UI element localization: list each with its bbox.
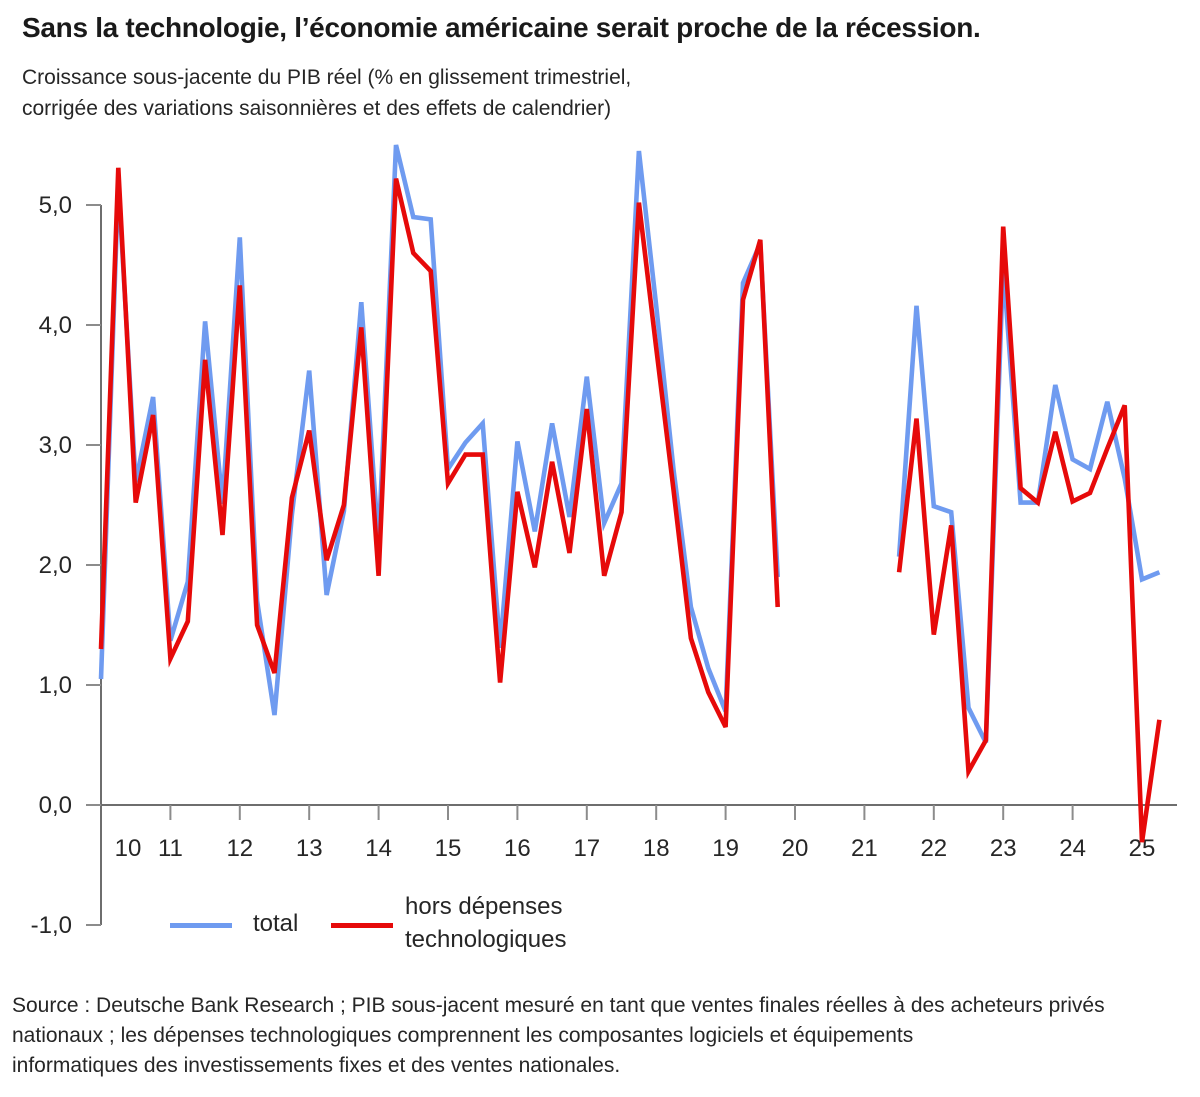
x-tick-label-21: 21 — [851, 835, 878, 862]
x-tick-label-18: 18 — [643, 835, 670, 862]
series-line-total-segment-1 — [98, 144, 780, 716]
source-note: Source : Deutsche Bank Research ; PIB so… — [12, 991, 1105, 1081]
legend-label-ex-tech-line1: hors dépenses — [405, 893, 563, 920]
x-tick-label-12: 12 — [226, 835, 253, 862]
chart-subtitle: Croissance sous-jacente du PIB réel (% e… — [22, 62, 631, 124]
x-tick-label-17: 17 — [573, 835, 600, 862]
legend-label-total: total — [253, 910, 299, 937]
x-tick-label-10: 10 — [115, 835, 142, 862]
x-tick-label-23: 23 — [990, 835, 1017, 862]
legend-label-ex-tech: hors dépenses technologiques — [405, 890, 566, 956]
legend-label-ex-tech-line2: technologiques — [405, 926, 567, 953]
y-tick-label-2,0: 2,0 — [39, 552, 72, 579]
y-tick-label-5,0: 5,0 — [39, 192, 72, 219]
chart-subtitle-line1: Croissance sous-jacente du PIB réel (% e… — [22, 66, 632, 89]
x-tick-label-15: 15 — [435, 835, 462, 862]
source-note-line2: nationaux ; les dépenses technologiques … — [12, 1024, 914, 1047]
series-line-total-segment-2 — [896, 264, 1161, 744]
x-tick-label-16: 16 — [504, 835, 531, 862]
series-line-ex_tech-segment-2 — [896, 226, 1162, 843]
y-tick-label-3,0: 3,0 — [39, 432, 72, 459]
y-tick-label-0,0: 0,0 — [39, 792, 72, 819]
chart-title: Sans la technologie, l’économie américai… — [22, 12, 981, 43]
x-tick-label-11: 11 — [158, 835, 183, 862]
chart-subtitle-line2: corrigée des variations saisonnières et … — [22, 97, 612, 120]
x-tick-label-20: 20 — [782, 835, 809, 862]
x-tick-label-22: 22 — [920, 835, 947, 862]
source-note-line3: informatiques des investissements fixes … — [12, 1054, 621, 1077]
x-tick-label-19: 19 — [712, 835, 739, 862]
line-chart-plot: 5,0 4,0 3,0 2,0 1,0 0,0 -1,0 10 11 12 13 14 15 16 17 18… — [31, 144, 1177, 939]
legend-swatch-ex-tech — [331, 923, 393, 928]
x-tick-label-24: 24 — [1059, 835, 1086, 862]
source-note-line1: Source : Deutsche Bank Research ; PIB so… — [12, 994, 1105, 1017]
x-tick-label-13: 13 — [296, 835, 323, 862]
series-line-ex_tech-segment-1 — [98, 167, 780, 729]
y-tick-label-4,0: 4,0 — [39, 312, 72, 339]
y-tick-label-1,0: 1,0 — [39, 672, 72, 699]
legend-swatch-total — [170, 923, 232, 928]
x-tick-label-14: 14 — [365, 835, 392, 862]
y-tick-label--1,0: -1,0 — [31, 912, 72, 939]
